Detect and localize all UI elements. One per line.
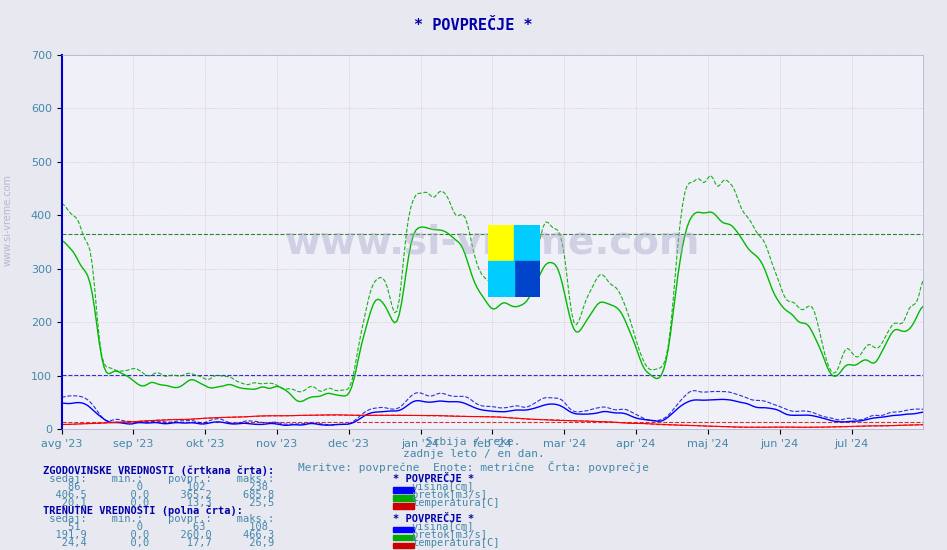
- Text: 406,5       0,0     365,2     685,8: 406,5 0,0 365,2 685,8: [43, 490, 274, 500]
- Polygon shape: [488, 261, 513, 297]
- Bar: [513, 226, 540, 261]
- Text: sedaj:    min.:    povpr.:    maks.:: sedaj: min.: povpr.: maks.:: [43, 474, 274, 484]
- Text: zadnje leto / en dan.: zadnje leto / en dan.: [402, 449, 545, 459]
- Bar: [393, 487, 414, 493]
- Bar: [488, 226, 513, 261]
- Text: * POVPREČJE *: * POVPREČJE *: [393, 474, 474, 484]
- Bar: [393, 535, 414, 541]
- Text: Meritve: povprečne  Enote: metrične  Črta: povprečje: Meritve: povprečne Enote: metrične Črta:…: [298, 461, 649, 474]
- Text: 24,4       0,0      17,7      26,9: 24,4 0,0 17,7 26,9: [43, 537, 274, 548]
- Text: TRENUTNE VREDNOSTI (polna črta):: TRENUTNE VREDNOSTI (polna črta):: [43, 505, 242, 516]
- Text: pretok[m3/s]: pretok[m3/s]: [412, 530, 487, 540]
- Text: pretok[m3/s]: pretok[m3/s]: [412, 490, 487, 500]
- Text: višina[cm]: višina[cm]: [412, 521, 474, 532]
- Polygon shape: [513, 261, 540, 297]
- Text: * POVPREČJE *: * POVPREČJE *: [393, 514, 474, 524]
- Text: 191,9       0,0     260,0     466,3: 191,9 0,0 260,0 466,3: [43, 530, 274, 540]
- Text: ZGODOVINSKE VREDNOSTI (črtkana črta):: ZGODOVINSKE VREDNOSTI (črtkana črta):: [43, 465, 274, 476]
- Bar: [393, 503, 414, 509]
- Text: Srbija / reke.: Srbija / reke.: [426, 437, 521, 447]
- Text: sedaj:    min.:    povpr.:    maks.:: sedaj: min.: povpr.: maks.:: [43, 514, 274, 524]
- Text: 20,1       0,0      13,3      25,5: 20,1 0,0 13,3 25,5: [43, 498, 274, 508]
- Text: www.si-vreme.com: www.si-vreme.com: [3, 174, 12, 266]
- Text: temperatura[C]: temperatura[C]: [412, 498, 499, 508]
- Bar: [393, 543, 414, 548]
- Text: www.si-vreme.com: www.si-vreme.com: [285, 223, 700, 261]
- Text: 51         0        63       108: 51 0 63 108: [43, 521, 268, 532]
- Text: * POVPREČJE *: * POVPREČJE *: [414, 18, 533, 32]
- Text: temperatura[C]: temperatura[C]: [412, 537, 499, 548]
- Bar: [393, 495, 414, 500]
- Text: 86         0       102       238: 86 0 102 238: [43, 482, 268, 492]
- Text: višina[cm]: višina[cm]: [412, 481, 474, 492]
- Bar: [393, 527, 414, 532]
